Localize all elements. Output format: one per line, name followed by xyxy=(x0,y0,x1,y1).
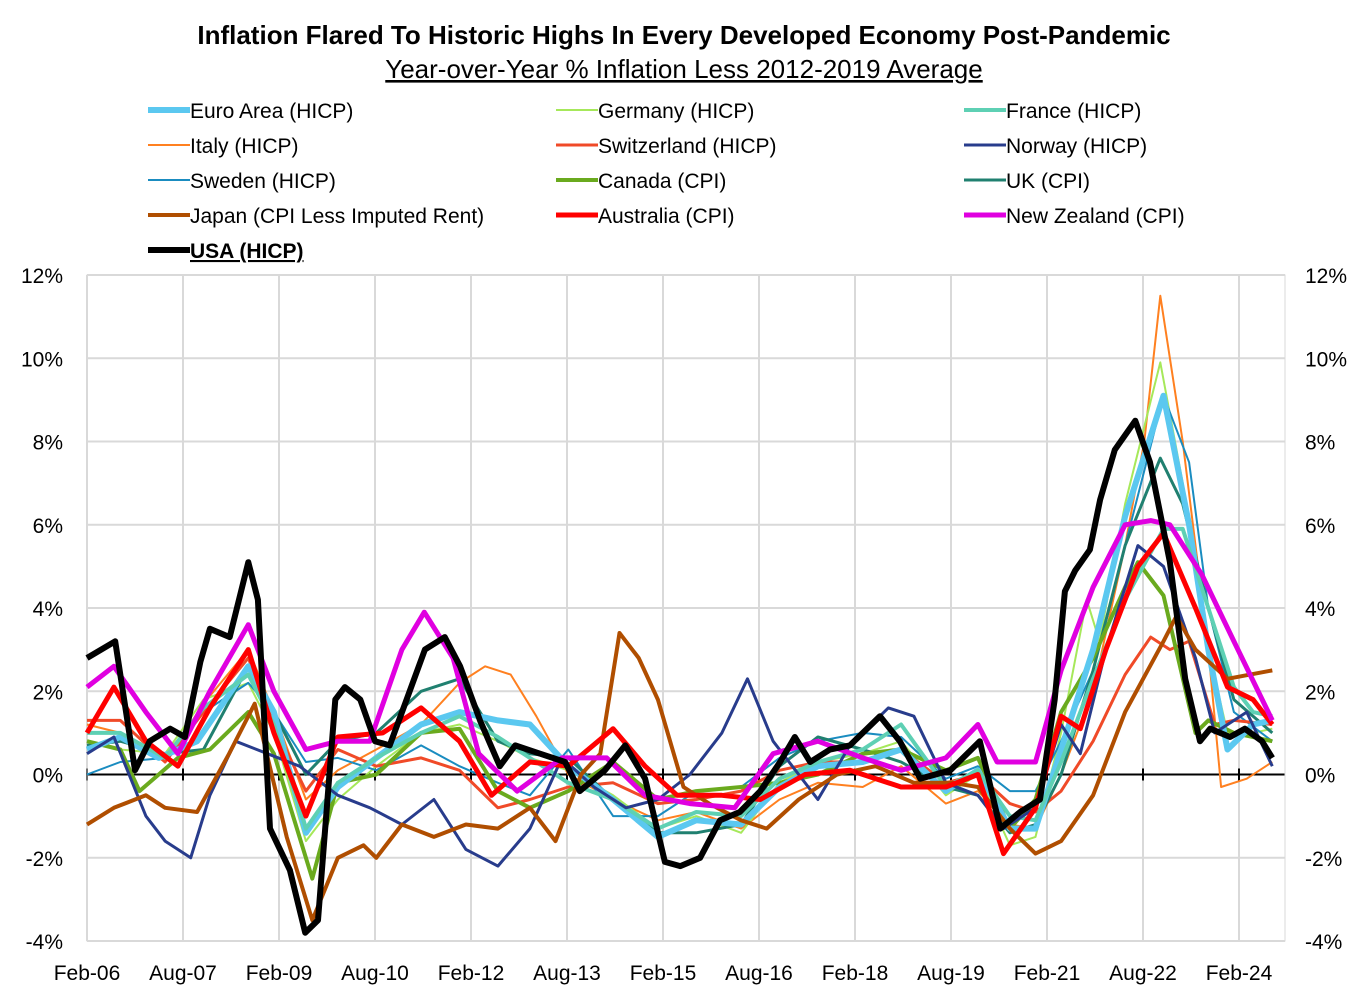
y-tick-label-left: 12% xyxy=(21,265,63,288)
x-tick-label: Feb-12 xyxy=(438,962,505,985)
legend-label: New Zealand (CPI) xyxy=(1006,205,1185,228)
x-tick-label: Feb-21 xyxy=(1014,962,1081,985)
series-line-new-zealand-cpi- xyxy=(85,518,1275,811)
x-tick-label: Aug-16 xyxy=(725,962,793,985)
y-tick-label-right: 12% xyxy=(1305,265,1347,288)
legend-label: Australia (CPI) xyxy=(598,205,735,228)
legend-label: Germany (HICP) xyxy=(598,100,754,123)
y-tick-label-right: -4% xyxy=(1305,931,1342,954)
legend-label: Euro Area (HICP) xyxy=(190,100,353,123)
y-tick-label-left: -4% xyxy=(26,931,63,954)
y-tick-label-left: 0% xyxy=(33,765,63,788)
y-tick-label-right: 4% xyxy=(1305,598,1335,621)
legend-label: USA (HICP) xyxy=(190,240,304,263)
chart-subtitle: Year-over-Year % Inflation Less 2012-201… xyxy=(385,54,982,84)
series-lines xyxy=(84,294,1275,936)
chart-title: Inflation Flared To Historic Highs In Ev… xyxy=(197,20,1170,50)
y-tick-label-right: 2% xyxy=(1305,681,1335,704)
x-tick-label: Feb-09 xyxy=(246,962,313,985)
y-tick-label-right: 0% xyxy=(1305,765,1335,788)
series-line-australia-cpi- xyxy=(84,530,1275,857)
legend-label: Japan (CPI Less Imputed Rent) xyxy=(190,205,484,228)
y-tick-label-left: 2% xyxy=(33,681,63,704)
gridlines xyxy=(86,274,1286,942)
y-tick-label-left: 4% xyxy=(33,598,63,621)
legend-label: Canada (CPI) xyxy=(598,170,726,193)
legend-label: Norway (HICP) xyxy=(1006,135,1147,158)
series-line-japan-cpi-less-imputed-rent- xyxy=(85,614,1273,923)
x-tick-label: Aug-22 xyxy=(1109,962,1177,985)
y-tick-label-left: -2% xyxy=(26,848,63,871)
series-line-norway-hicp- xyxy=(86,544,1274,868)
plot-area xyxy=(86,274,1286,942)
x-tick-label: Aug-19 xyxy=(917,962,985,985)
legend-label: UK (CPI) xyxy=(1006,170,1090,193)
legend: Euro Area (HICP) Germany (HICP) France (HI… xyxy=(148,100,1185,263)
y-tick-label-left: 6% xyxy=(33,515,63,538)
x-tick-label: Aug-07 xyxy=(149,962,217,985)
x-tick-label: Aug-10 xyxy=(341,962,409,985)
y-tick-label-left: 10% xyxy=(21,348,63,371)
y-tick-label-right: -2% xyxy=(1305,848,1342,871)
legend-label: Sweden (HICP) xyxy=(190,170,336,193)
legend-label: Switzerland (HICP) xyxy=(598,135,777,158)
y-axis-ticks: -4% -4% -2% -2% 0% 0% 2% 2% 4% 4% 6% 6% 8% 8% 10% 10% 12… xyxy=(21,265,1347,954)
x-tick-label: Feb-24 xyxy=(1206,962,1273,985)
series-line-usa-hicp- xyxy=(85,417,1275,936)
legend-label: France (HICP) xyxy=(1006,100,1141,123)
x-tick-label: Aug-13 xyxy=(533,962,601,985)
x-axis-ticks: Feb-06 Aug-07 Feb-09 Aug-10 Feb-12 Aug-13 Feb-… xyxy=(54,962,1273,985)
legend-label: Italy (HICP) xyxy=(190,135,299,158)
series-line-switzerland-hicp- xyxy=(87,635,1273,814)
x-tick-label: Feb-15 xyxy=(630,962,697,985)
x-tick-label: Feb-06 xyxy=(54,962,121,985)
y-tick-label-right: 10% xyxy=(1305,348,1347,371)
x-tick-label: Feb-18 xyxy=(822,962,889,985)
y-tick-label-left: 8% xyxy=(33,432,63,455)
y-tick-label-right: 8% xyxy=(1305,432,1335,455)
y-tick-label-right: 6% xyxy=(1305,515,1335,538)
